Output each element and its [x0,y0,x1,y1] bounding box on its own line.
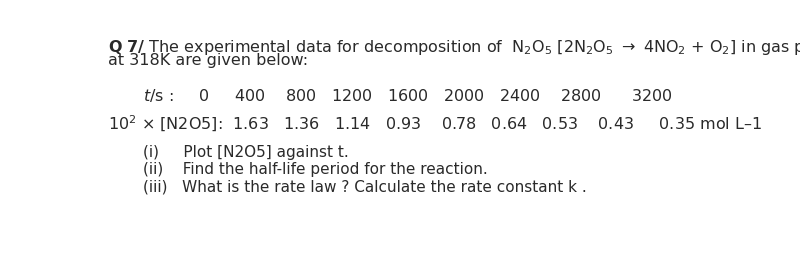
Text: (ii)    Find the half-life period for the reaction.: (ii) Find the half-life period for the r… [142,162,487,177]
Text: $\mathbf{Q\ 7/}$ The experimental data for decomposition of  N$_2$O$_5$ [2N$_2$O: $\mathbf{Q\ 7/}$ The experimental data f… [108,38,800,57]
Text: at 318K are given below:: at 318K are given below: [108,53,308,68]
Text: (i)     Plot [N2O5] against t.: (i) Plot [N2O5] against t. [142,145,348,160]
Text: $\mathit{t}$/s :     0     400    800   1200   1600   2000   2400    2800      3: $\mathit{t}$/s : 0 400 800 1200 1600 200… [142,87,673,104]
Text: 10$^2$ $\times$ [N2O5]:  1.63   1.36   1.14   0.93    0.78   0.64   0.53    0.43: 10$^2$ $\times$ [N2O5]: 1.63 1.36 1.14 0… [108,114,762,134]
Text: (iii)   What is the rate law ? Calculate the rate constant k .: (iii) What is the rate law ? Calculate t… [142,179,586,194]
